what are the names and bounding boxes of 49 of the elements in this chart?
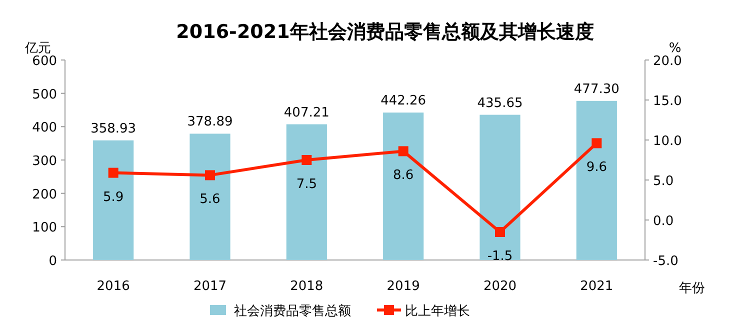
point — [398, 146, 408, 156]
y-tick-label: 200 — [32, 187, 57, 202]
x-axis-title: 年份 — [679, 281, 705, 296]
point — [205, 170, 215, 180]
y-tick-label: 500 — [32, 87, 57, 102]
chart-title: 2016-2021年社会消费品零售总额及其增长速度 — [176, 21, 594, 43]
data-label: 442.26 — [380, 94, 426, 109]
data-label: 5.6 — [200, 192, 220, 208]
bar — [576, 100, 617, 260]
data-label: 407.21 — [284, 105, 330, 120]
y2-tick-label: 0.0 — [653, 214, 674, 229]
x-tick-label: 2019 — [386, 279, 420, 294]
data-label: 5.9 — [102, 190, 124, 205]
y2-tick-label: 10.0 — [653, 134, 682, 149]
point — [108, 168, 118, 178]
bar — [383, 112, 424, 260]
x-tick-label: 2017 — [193, 279, 227, 294]
y2-axis-title: % — [668, 41, 682, 56]
data-label: -1.5 — [487, 249, 513, 264]
y2-tick-label: 5.0 — [653, 174, 674, 189]
y-tick-label: 0 — [48, 254, 57, 269]
x-tick-label: 2021 — [580, 279, 614, 294]
y-axis-title: 亿元 — [24, 41, 51, 56]
x-tick-label: 2020 — [483, 279, 517, 294]
data-label: 9.6 — [586, 160, 608, 176]
bar — [286, 124, 327, 260]
bar — [93, 140, 134, 260]
y2-tick-label: 15.0 — [653, 94, 682, 109]
point — [592, 138, 602, 148]
y-tick-label: 300 — [32, 154, 57, 169]
data-label: 7.5 — [296, 177, 318, 192]
data-label: 378.89 — [187, 114, 233, 130]
y-tick-label: 600 — [32, 54, 57, 69]
data-label: 8.6 — [392, 168, 414, 184]
legend-label: 比上年增长 — [405, 304, 470, 319]
data-label: 358.93 — [90, 121, 136, 136]
legend-label: 社会消费品零售总额 — [234, 304, 351, 319]
data-label: 477.30 — [574, 82, 620, 97]
point — [495, 227, 505, 237]
point — [302, 155, 312, 165]
y-tick-label: 400 — [32, 120, 57, 136]
x-tick-label: 2016 — [96, 279, 130, 294]
bar — [480, 114, 520, 260]
y2-tick-label: -5.0 — [653, 254, 678, 269]
data-label: 435.65 — [477, 96, 523, 111]
bar — [190, 134, 230, 260]
x-tick-label: 2018 — [290, 279, 324, 294]
y-tick-label: 100 — [32, 220, 57, 236]
y2-tick-label: 20.0 — [653, 54, 682, 69]
